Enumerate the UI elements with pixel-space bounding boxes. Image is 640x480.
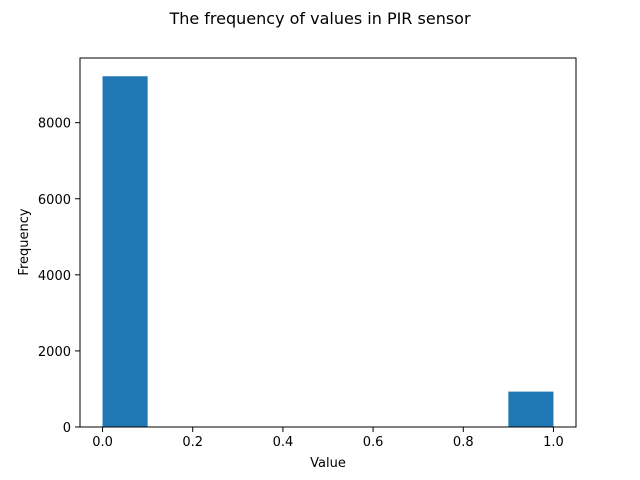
x-tick-label: 1.0 (543, 435, 564, 450)
x-tick-label: 0.4 (273, 435, 294, 450)
bars-group (102, 76, 554, 427)
y-axis-label: Frequency (17, 208, 32, 275)
y-tick-label: 4000 (38, 269, 71, 284)
y-tick-label: 8000 (38, 117, 71, 132)
plot-frame (79, 57, 577, 428)
y-tick-label: 2000 (38, 345, 71, 360)
y-tick-label: 6000 (38, 193, 71, 208)
x-tick-label: 0.2 (182, 435, 203, 450)
histogram-bar-0 (102, 76, 148, 427)
x-axis-label: Value (310, 456, 346, 471)
x-tick-label: 0.6 (363, 435, 384, 450)
x-tick-label: 0.8 (453, 435, 474, 450)
chart-title: The frequency of values in PIR sensor (168, 9, 471, 28)
y-tick-label: 0 (63, 421, 71, 436)
y-axis-ticks: 0 2000 4000 6000 8000 (38, 117, 80, 436)
x-axis-ticks: 0.0 0.2 0.4 0.6 0.8 1.0 (92, 427, 564, 450)
x-tick-label: 0.0 (92, 435, 113, 450)
histogram-bar-9 (508, 391, 554, 427)
